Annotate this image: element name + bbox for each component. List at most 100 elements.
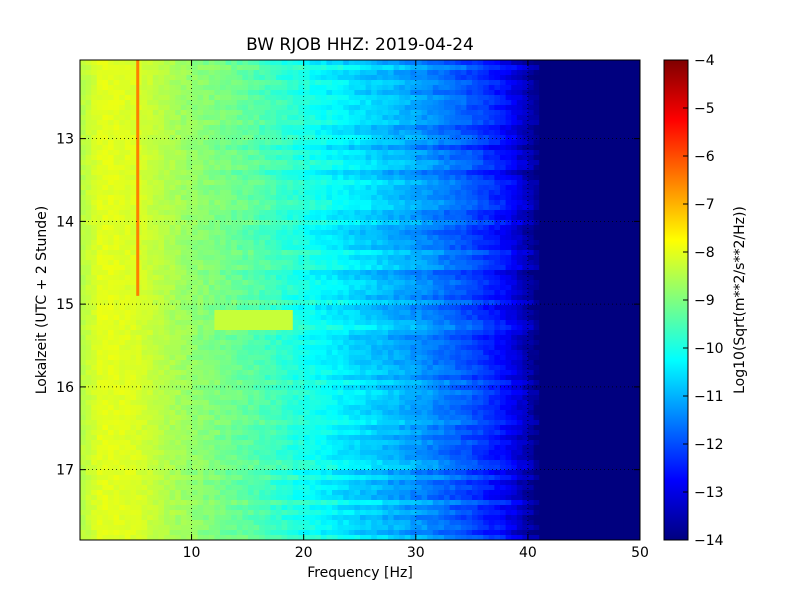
heat-cell [584, 235, 591, 241]
heat-cell [292, 65, 299, 71]
heat-cell [556, 255, 563, 261]
heat-cell [488, 290, 495, 296]
heat-cell [584, 240, 591, 246]
heat-cell [371, 180, 378, 186]
heat-cell [298, 90, 305, 96]
heat-cell [253, 250, 260, 256]
heat-cell [483, 90, 490, 96]
heat-cell [404, 115, 411, 121]
heat-cell [152, 295, 159, 301]
heat-cell [449, 285, 456, 291]
heat-cell [444, 185, 451, 191]
heat-cell [584, 180, 591, 186]
heat-cell [612, 205, 619, 211]
heat-cell [561, 70, 568, 76]
heat-cell [320, 110, 327, 116]
heat-cell [360, 265, 367, 271]
heat-cell [119, 80, 126, 86]
heat-cell [371, 145, 378, 151]
heat-cell [180, 95, 187, 101]
heat-cell [141, 100, 148, 106]
heat-cell [141, 275, 148, 281]
heat-cell [281, 80, 288, 86]
heat-cell [164, 140, 171, 146]
heat-cell [85, 150, 92, 156]
heat-cell [533, 235, 540, 241]
heat-cell [612, 195, 619, 201]
heat-cell [578, 170, 585, 176]
heat-cell [500, 265, 507, 271]
heat-cell [242, 130, 249, 136]
heat-cell [455, 205, 462, 211]
heat-cell [360, 295, 367, 301]
heat-cell [354, 245, 361, 251]
heat-cell [399, 150, 406, 156]
heat-cell [220, 135, 227, 141]
heat-cell [287, 205, 294, 211]
heat-cell [617, 215, 624, 221]
heat-cell [444, 140, 451, 146]
heat-cell [421, 205, 428, 211]
heat-cell [444, 110, 451, 116]
heat-cell [444, 90, 451, 96]
heat-cell [595, 90, 602, 96]
heat-cell [337, 250, 344, 256]
heat-cell [108, 110, 115, 116]
heat-cell [85, 60, 92, 66]
heat-cell [197, 100, 204, 106]
heat-cell [192, 210, 199, 216]
heat-cell [298, 65, 305, 71]
heat-cell [158, 270, 165, 276]
heat-cell [242, 265, 249, 271]
heat-cell [393, 175, 400, 181]
heat-cell [416, 285, 423, 291]
heat-cell [455, 140, 462, 146]
heat-cell [242, 150, 249, 156]
heat-cell [298, 270, 305, 276]
heat-cell [550, 170, 557, 176]
heat-cell [124, 200, 131, 206]
heat-cell [236, 215, 243, 221]
heat-cell [505, 75, 512, 81]
heat-cell [427, 265, 434, 271]
heat-cell [80, 250, 87, 256]
heat-cell [578, 80, 585, 86]
heat-cell [416, 300, 423, 306]
heat-cell [242, 65, 249, 71]
heat-cell [236, 270, 243, 276]
heat-cell [175, 90, 182, 96]
heat-cell [449, 160, 456, 166]
heat-cell [578, 305, 585, 311]
heat-cell [348, 165, 355, 171]
heat-cell [612, 140, 619, 146]
heat-cell [85, 75, 92, 81]
heat-cell [516, 105, 523, 111]
heat-cell [208, 290, 215, 296]
heat-cell [500, 180, 507, 186]
heat-cell [130, 220, 137, 226]
heat-cell [236, 105, 243, 111]
heat-cell [186, 100, 193, 106]
heat-cell [416, 80, 423, 86]
heat-cell [236, 175, 243, 181]
heat-cell [410, 235, 417, 241]
heat-cell [276, 255, 283, 261]
heat-cell [505, 125, 512, 131]
heat-cell [332, 150, 339, 156]
heat-cell [208, 190, 215, 196]
heat-cell [141, 205, 148, 211]
heat-cell [539, 300, 546, 306]
heat-cell [477, 225, 484, 231]
heat-cell [572, 250, 579, 256]
heat-cell [505, 255, 512, 261]
heat-cell [231, 160, 238, 166]
heat-cell [533, 110, 540, 116]
heat-cell [533, 210, 540, 216]
heat-cell [192, 230, 199, 236]
heat-cell [264, 230, 271, 236]
heat-cell [304, 295, 311, 301]
heat-cell [449, 60, 456, 66]
heat-cell [320, 305, 327, 311]
heat-cell [477, 130, 484, 136]
heat-cell [382, 190, 389, 196]
